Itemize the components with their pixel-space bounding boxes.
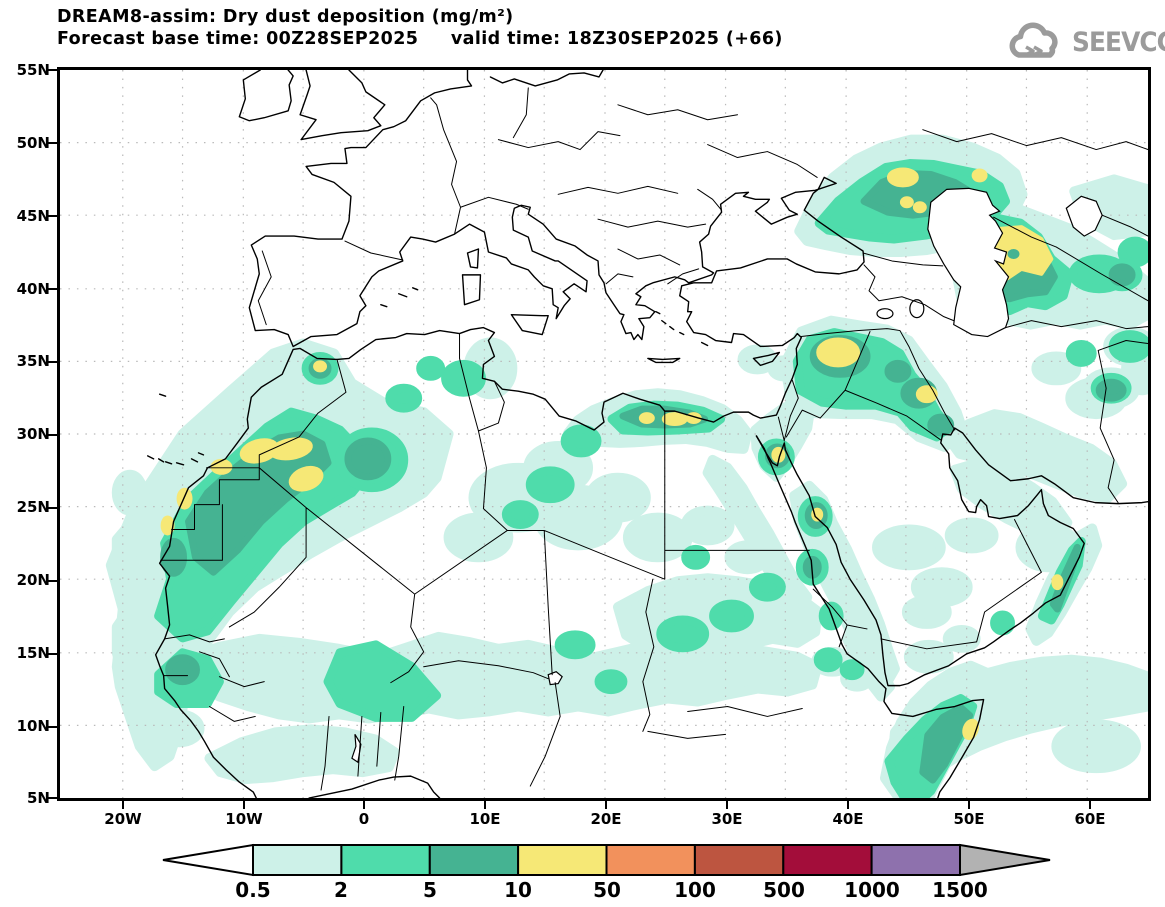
lat-tick bbox=[47, 215, 58, 217]
colorbar-segment bbox=[870, 844, 961, 876]
lat-tick-label: 50N bbox=[16, 134, 50, 152]
colorbar-segment bbox=[428, 844, 520, 876]
lon-tick-label: 40E bbox=[832, 810, 864, 828]
lon-tick bbox=[726, 801, 728, 809]
lat-tick-label: 5N bbox=[27, 789, 50, 807]
country-borders bbox=[160, 87, 1148, 791]
lon-tick-label: 60E bbox=[1074, 810, 1106, 828]
lon-tick-label: 10E bbox=[469, 810, 501, 828]
map-canvas bbox=[60, 70, 1148, 798]
lon-tick bbox=[1089, 801, 1091, 809]
lat-tick-label: 25N bbox=[16, 498, 50, 516]
lon-tick-label: 10W bbox=[225, 810, 263, 828]
lat-tick-label: 10N bbox=[16, 717, 50, 735]
forecast-time-subtitle: Forecast base time: 00Z28SEP2025 valid t… bbox=[57, 29, 783, 49]
lat-tick bbox=[47, 653, 58, 655]
colorbar bbox=[162, 843, 1051, 877]
lat-tick-label: 45N bbox=[16, 207, 50, 225]
colorbar-tick-label: 0.5 bbox=[235, 878, 271, 902]
lat-tick bbox=[47, 288, 58, 290]
colorbar-underflow-arrow bbox=[162, 843, 254, 877]
lon-tick bbox=[484, 801, 486, 809]
lon-tick bbox=[363, 801, 365, 809]
colorbar-tick-label: 100 bbox=[674, 878, 716, 902]
lon-tick-label: 50E bbox=[953, 810, 985, 828]
page-title: DREAM8-assim: Dry dust deposition (mg/m²… bbox=[57, 7, 514, 27]
colorbar-tick-label: 5 bbox=[423, 878, 437, 902]
lat-tick-label: 20N bbox=[16, 571, 50, 589]
lat-tick bbox=[47, 797, 58, 799]
lon-tick-label: 30E bbox=[711, 810, 743, 828]
colorbar-tick-label: 1500 bbox=[932, 878, 988, 902]
lat-tick-label: 35N bbox=[16, 352, 50, 370]
colorbar-tick-label: 50 bbox=[593, 878, 621, 902]
lon-tick-label: 20E bbox=[590, 810, 622, 828]
colorbar-segment bbox=[517, 844, 608, 876]
lon-tick bbox=[605, 801, 607, 809]
colorbar-overflow-arrow bbox=[959, 843, 1051, 877]
lon-tick bbox=[243, 801, 245, 809]
colorbar-tick-label: 500 bbox=[763, 878, 805, 902]
seevccc-logo: SEEVCCC bbox=[1006, 20, 1165, 64]
colorbar-tick-label: 1000 bbox=[844, 878, 900, 902]
lon-tick-label: 20W bbox=[104, 810, 142, 828]
lakes bbox=[351, 187, 1103, 764]
lat-tick-label: 30N bbox=[16, 425, 50, 443]
coastlines bbox=[146, 70, 1148, 798]
lat-tick bbox=[47, 507, 58, 509]
lon-tick bbox=[847, 801, 849, 809]
lat-tick bbox=[47, 69, 58, 71]
lon-tick bbox=[968, 801, 970, 809]
colorbar-segment bbox=[252, 844, 343, 876]
lat-tick-label: 15N bbox=[16, 644, 50, 662]
colorbar-segment bbox=[782, 844, 873, 876]
colorbar-segment bbox=[605, 844, 696, 876]
lat-tick bbox=[47, 434, 58, 436]
lat-tick-label: 40N bbox=[16, 280, 50, 298]
cloud-icon bbox=[1009, 22, 1058, 58]
lat-tick-label: 55N bbox=[16, 61, 50, 79]
colorbar-tick-label: 10 bbox=[504, 878, 532, 902]
map-frame bbox=[57, 67, 1151, 801]
lon-tick bbox=[122, 801, 124, 809]
colorbar-segment bbox=[693, 844, 785, 876]
lon-tick-label: 0 bbox=[358, 810, 370, 828]
logo-text: SEEVCCC bbox=[1072, 26, 1165, 58]
lat-tick bbox=[47, 580, 58, 582]
colorbar-tick-label: 2 bbox=[334, 878, 348, 902]
lat-tick bbox=[47, 726, 58, 728]
lat-tick bbox=[47, 142, 58, 144]
colorbar-segment bbox=[340, 844, 431, 876]
lat-tick bbox=[47, 361, 58, 363]
